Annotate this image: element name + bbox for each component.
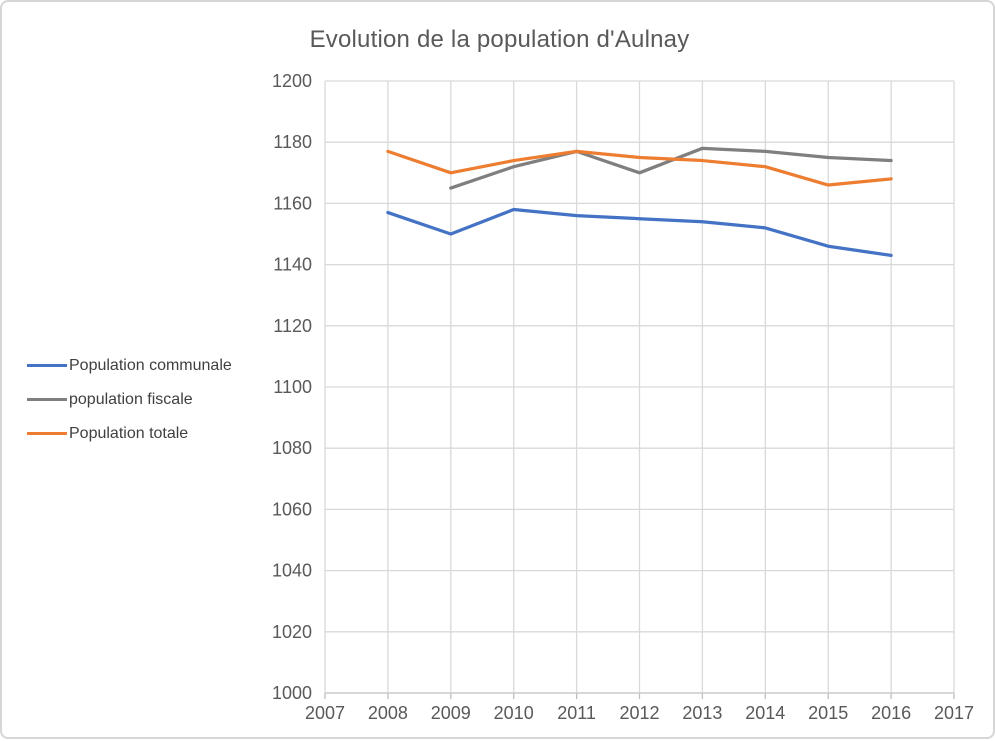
legend-item-population-totale: Population totale xyxy=(27,422,232,445)
y-axis-tick-label: 1000 xyxy=(272,683,312,703)
y-axis-tick-label: 1060 xyxy=(272,499,312,519)
legend-item-population-fiscale: population fiscale xyxy=(27,388,232,411)
legend-line-swatch-blue xyxy=(27,363,67,368)
legend-line-swatch-gray xyxy=(27,397,67,402)
y-axis-tick-label: 1080 xyxy=(272,438,312,458)
series-line-population-fiscale xyxy=(449,146,893,190)
x-axis-tick-label: 2013 xyxy=(682,703,722,723)
x-axis-tick-label: 2016 xyxy=(871,703,911,723)
legend-item-population-communale: Population communale xyxy=(27,354,232,377)
y-axis-tick-label: 1040 xyxy=(272,561,312,581)
chart-legend: Population communale population fiscale … xyxy=(27,354,232,456)
chart-title: Evolution de la population d'Aulnay xyxy=(309,26,690,53)
x-axis-tick-label: 2015 xyxy=(808,703,848,723)
legend-label: population fiscale xyxy=(69,390,193,408)
y-axis-tick-label: 1100 xyxy=(273,377,312,397)
legend-label: Population communale xyxy=(69,356,232,374)
x-axis-tick-label: 2010 xyxy=(494,703,534,723)
y-axis-tick-label: 1180 xyxy=(273,132,312,152)
x-axis-tick-label: 2007 xyxy=(305,703,345,723)
x-axis-tick-label: 2011 xyxy=(557,703,596,723)
x-axis-tick-label: 2014 xyxy=(745,703,785,723)
y-axis-tick-label: 1020 xyxy=(272,622,312,642)
x-axis-tick-label: 2017 xyxy=(934,703,974,723)
x-axis-tick-label: 2009 xyxy=(431,703,471,723)
x-axis-tick-label: 2012 xyxy=(619,703,659,723)
series-line-population-communale xyxy=(386,207,893,258)
legend-line-swatch-orange xyxy=(27,431,67,436)
y-axis-tick-label: 1200 xyxy=(272,71,312,91)
series-line-population-totale xyxy=(386,149,893,187)
y-axis-tick-label: 1160 xyxy=(273,193,312,213)
y-axis-tick-label: 1120 xyxy=(273,316,312,336)
y-axis-tick-label: 1140 xyxy=(273,255,312,275)
x-axis-tick-label: 2008 xyxy=(368,703,408,723)
legend-label: Population totale xyxy=(69,424,189,442)
